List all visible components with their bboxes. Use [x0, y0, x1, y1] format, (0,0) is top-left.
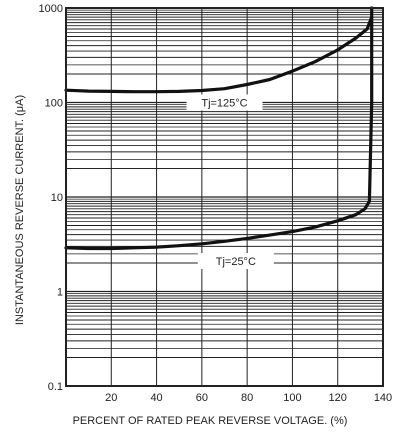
y-tick-label: 1000: [39, 3, 63, 15]
x-tick-labels: 20 40 60 80 100 120 140: [105, 392, 392, 404]
x-tick-label: 60: [196, 392, 208, 404]
x-tick-label: 100: [283, 392, 301, 404]
series-curve-0: [64, 15, 374, 94]
curves: [64, 6, 374, 251]
y-axis-label: INSTANTANEOUS REVERSE CURRENT. (μA): [14, 95, 26, 325]
x-tick-label: 20: [105, 392, 117, 404]
x-tick-label: 40: [150, 392, 162, 404]
y-tick-labels: 0.1 1 10 100 1000: [39, 3, 63, 393]
series-label-background: [186, 94, 263, 111]
series-label-background: [197, 253, 274, 270]
y-tick-label: 10: [51, 192, 63, 204]
y-tick-label: 0.1: [48, 381, 63, 393]
series-curve-1: [64, 6, 374, 251]
x-tick-label: 80: [241, 392, 253, 404]
y-tick-label: 1: [57, 287, 63, 299]
series-label: Tj=25°C: [216, 256, 256, 268]
x-tick-label: 140: [374, 392, 392, 404]
x-tick-label: 120: [329, 392, 347, 404]
plot-frame: [65, 7, 384, 387]
x-axis-label: PERCENT OF RATED PEAK REVERSE VOLTAGE. (…: [73, 415, 348, 427]
series-label: Tj=125°C: [201, 98, 247, 110]
y-tick-label: 100: [45, 98, 63, 110]
series-labels: Tj=125°C Tj=25°C: [186, 94, 274, 270]
grid: [66, 8, 383, 387]
